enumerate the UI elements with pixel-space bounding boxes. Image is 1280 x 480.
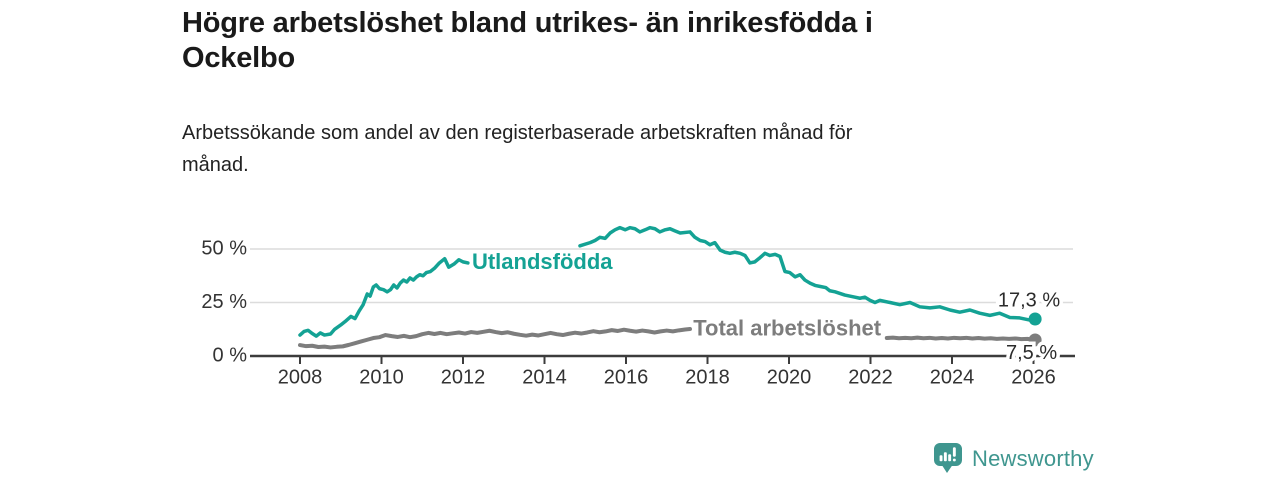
x-axis-tick-label: 2020 — [767, 367, 812, 389]
series-line-total — [298, 327, 692, 350]
newsworthy-bubble-chart-icon — [934, 443, 962, 474]
series-name-label-utlandsfodda: Utlandsfödda — [472, 249, 613, 274]
chart-subtitle-line-2: månad. — [182, 154, 249, 176]
newsworthy-logo: Newsworthy — [934, 443, 1094, 474]
chart-subtitle: Arbetssökande som andel av den registerb… — [182, 117, 1062, 181]
y-axis-tick-label: 25 % — [201, 291, 247, 313]
y-axis-tick-label: 0 % — [213, 344, 248, 366]
series-end-value-label: 17,3 % — [998, 289, 1060, 311]
series-line-utlandsfodda — [578, 225, 1037, 322]
series-line-total — [884, 335, 1038, 342]
x-axis-tick-label: 2026 — [1011, 367, 1056, 389]
series-name-label-total: Total arbetslöshet — [693, 316, 882, 341]
x-axis-tick-label: 2024 — [930, 367, 975, 389]
series-end-value-label: 7,5 % — [1006, 342, 1057, 364]
series-line-utlandsfodda — [298, 256, 470, 338]
x-axis-tick-label: 2014 — [522, 367, 567, 389]
x-axis-tick-label: 2022 — [848, 367, 893, 389]
series-end-dot — [1028, 312, 1042, 326]
page-title: Högre arbetslöshet bland utrikes- än inr… — [182, 6, 1082, 76]
x-axis-tick-label: 2008 — [278, 367, 323, 389]
x-axis-tick-label: 2012 — [441, 367, 486, 389]
page-title-line-2: Ockelbo — [182, 42, 296, 74]
y-axis-tick-label: 50 % — [201, 237, 247, 259]
x-axis-tick-label: 2018 — [685, 367, 730, 389]
page-title-line-1: Högre arbetslöshet bland utrikes- än inr… — [182, 7, 873, 39]
x-axis-tick-label: 2010 — [359, 367, 404, 389]
chart-subtitle-line-1: Arbetssökande som andel av den registerb… — [182, 122, 853, 144]
x-axis-tick-label: 2016 — [604, 367, 649, 389]
newsworthy-wordmark: Newsworthy — [972, 445, 1094, 471]
series-end-dot — [1028, 333, 1042, 347]
